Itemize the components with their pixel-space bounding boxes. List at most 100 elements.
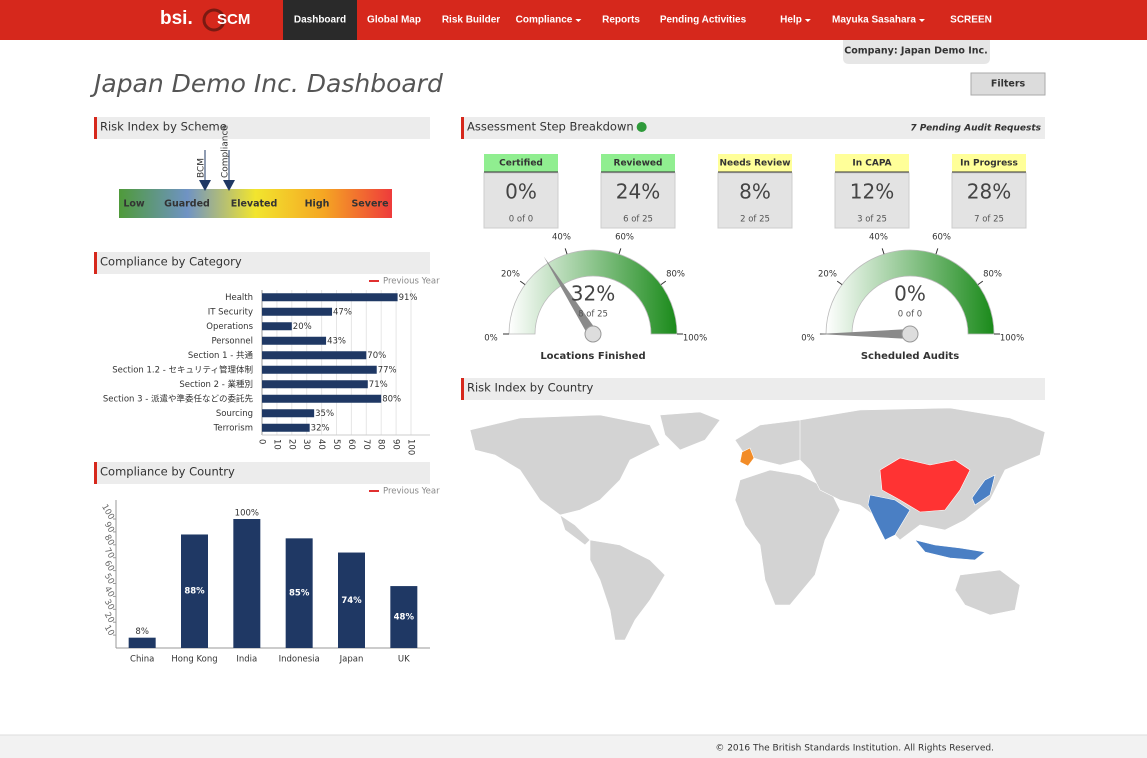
panel-header-bg <box>94 117 430 139</box>
x-tick-label: 20 <box>286 439 296 450</box>
gauge-tick-label: 80% <box>983 270 1002 280</box>
y-tick-label: 90 <box>102 520 116 534</box>
bar <box>262 307 333 316</box>
land <box>469 414 661 516</box>
category-label: Personnel <box>211 336 253 346</box>
nav-item[interactable]: Global Map <box>367 15 421 26</box>
country-highlight <box>971 474 996 506</box>
gauge-tick-label: 40% <box>869 232 888 242</box>
category-label: Section 3 - 派遣や準委任などの委託先 <box>103 393 254 404</box>
gauge-needle <box>818 329 910 339</box>
value-label: 70% <box>367 351 386 361</box>
dropdown-caret <box>804 19 811 22</box>
step-box <box>717 172 793 229</box>
gauge-count: 8 of 25 <box>578 310 608 320</box>
gauge-tick-label: 0% <box>484 334 498 344</box>
panel-title: Compliance by Category <box>100 255 242 269</box>
step-box <box>834 172 910 229</box>
x-tick-label: China <box>130 655 154 665</box>
step-box <box>600 172 676 229</box>
x-tick-label: UK <box>398 655 410 665</box>
gauge-tick-label: 20% <box>501 270 520 280</box>
category-label: Section 1.2 - セキュリティ管理体制 <box>112 364 253 375</box>
panel-header-accent <box>94 462 97 484</box>
panel-title: Risk Index by Scheme <box>100 120 227 134</box>
x-tick-label: 80 <box>376 439 386 450</box>
panel-header-bg <box>461 117 1045 139</box>
land <box>559 514 591 546</box>
gauge-tick-label: 60% <box>932 232 951 242</box>
x-tick-label: 0 <box>257 439 267 444</box>
dropdown-caret <box>918 19 925 22</box>
nav-active-background <box>283 0 357 40</box>
legend-label[interactable]: Previous Year <box>383 487 440 497</box>
step-header <box>484 154 558 172</box>
gauge-tick <box>977 280 984 286</box>
nav-item[interactable]: Help <box>780 15 802 26</box>
nav-item[interactable]: Mayuka Sasahara <box>832 15 916 26</box>
panel-header-bg <box>461 378 1045 400</box>
step-header <box>718 154 792 172</box>
x-tick-label: 70 <box>361 439 371 450</box>
step-percent: 8% <box>739 180 771 204</box>
legend-label[interactable]: Previous Year <box>383 277 440 287</box>
gauge-tick-label: 100% <box>683 334 707 344</box>
x-tick-label: 30 <box>301 439 311 450</box>
value-label: 20% <box>293 322 312 332</box>
step-count: 6 of 25 <box>623 215 653 225</box>
land <box>734 469 841 606</box>
nav-item[interactable]: Pending Activities <box>660 15 747 26</box>
step-percent: 12% <box>850 180 894 204</box>
bar <box>233 519 261 648</box>
nav-item[interactable]: Reports <box>602 15 640 26</box>
risk-level: Guarded <box>164 199 210 210</box>
gauge-tick-label: 40% <box>552 232 571 242</box>
y-tick-label: 40 <box>102 585 116 599</box>
gauge-needle <box>543 256 598 337</box>
step-name: Reviewed <box>614 159 663 169</box>
risk-level: Elevated <box>231 199 278 210</box>
gauge-band <box>508 249 678 335</box>
step-box <box>951 172 1027 229</box>
gauge-value: 32% <box>571 282 615 306</box>
nav-item[interactable]: Dashboard <box>294 15 346 26</box>
value-label: 43% <box>327 336 346 346</box>
bar <box>262 351 367 360</box>
value-label: 80% <box>382 394 401 404</box>
bar <box>390 586 418 648</box>
marker-label: Compliance <box>221 125 231 178</box>
y-tick-label: 80 <box>102 533 116 547</box>
gauge-tick <box>519 280 526 286</box>
filters-button[interactable]: Filters <box>991 79 1026 90</box>
nav-item[interactable]: Compliance <box>516 15 573 26</box>
gauge-hub <box>901 325 919 343</box>
marker-label: BCM <box>197 158 207 178</box>
panel-header-accent <box>461 378 464 400</box>
risk-scale <box>119 189 392 218</box>
company-label: Company: Japan Demo Inc. <box>844 46 988 57</box>
bar <box>262 409 315 418</box>
nav-bar: bsi. SCM Dashboard Global Map Risk Builder Co… <box>0 0 1147 40</box>
nav-background <box>0 0 1147 40</box>
category-label: Health <box>225 293 253 303</box>
panel-header-bg <box>94 462 430 484</box>
bar <box>262 336 327 345</box>
x-tick-label: 60 <box>346 439 356 450</box>
bar <box>262 394 382 403</box>
bar <box>181 534 208 648</box>
pending-requests[interactable]: 7 Pending Audit Requests <box>910 124 1041 134</box>
page-title: Japan Demo Inc. Dashboard <box>89 69 443 98</box>
gauge-caption: Scheduled Audits <box>861 351 959 362</box>
x-tick-label: 100 <box>406 439 416 455</box>
value-label: 74% <box>341 596 362 606</box>
bar <box>262 423 310 432</box>
nav-item[interactable]: Risk Builder <box>442 15 500 26</box>
nav-item[interactable]: SCREEN <box>950 15 992 26</box>
gauge-tick-label: 100% <box>1000 334 1024 344</box>
filters-button-bg <box>970 72 1046 96</box>
value-label: 85% <box>289 589 310 599</box>
step-percent: 28% <box>967 180 1011 204</box>
marker <box>223 180 235 191</box>
